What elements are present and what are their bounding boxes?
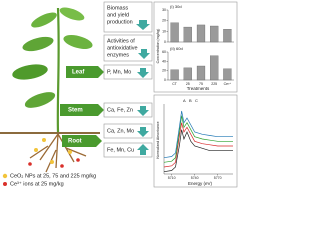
shape (136, 20, 150, 30)
x-tick-label: 5740 (191, 176, 199, 180)
shape (28, 162, 32, 166)
panel-title: (I) 30d (170, 4, 182, 9)
shape (42, 138, 46, 142)
y-tick-label: 20 (162, 19, 166, 23)
annotation: B (189, 98, 192, 103)
organ-label: Leaf (72, 70, 85, 76)
shape (66, 66, 104, 78)
element-text: Fe, Mn, Cu (107, 147, 134, 153)
x-tick-label: 25 (186, 82, 190, 86)
page: Biomass and yield production Activities … (0, 0, 239, 189)
shape (137, 68, 149, 78)
element-text: Ca, Zn, Mo (107, 128, 134, 134)
effect-text: enzymes (107, 52, 129, 58)
x-tick-label: 225 (211, 82, 217, 86)
spectrum-line (163, 129, 233, 173)
legend-text: Ce³⁺ ions at 25 mg/kg (10, 180, 64, 187)
y-tick-label: 60 (162, 50, 166, 54)
bar (183, 67, 192, 81)
effect-text: Activities of (107, 38, 135, 44)
shape (3, 182, 7, 186)
shape (137, 127, 149, 137)
graphic: Biomass and yield production Activities … (0, 1, 238, 187)
effect-text: Biomass (107, 5, 128, 11)
shape (22, 36, 54, 52)
shape (63, 35, 93, 49)
x-tick-label: CT (172, 82, 178, 86)
plant (0, 7, 100, 173)
annotation: A (183, 98, 186, 103)
shape (34, 148, 38, 152)
bar (170, 22, 179, 43)
bar (210, 55, 219, 81)
shape (137, 106, 149, 116)
bar (183, 26, 192, 43)
panel-title: (II) 60d (170, 46, 183, 51)
shape (60, 104, 104, 116)
y-tick-label: 30 (162, 8, 166, 12)
legend-text: CeO₂ NPs at 25, 75 and 225 mg/kg (10, 173, 96, 179)
shape (28, 158, 80, 168)
shape (50, 160, 54, 164)
shape (68, 150, 72, 154)
x-tick-label: 75 (199, 82, 203, 86)
y-tick-label: 40 (162, 59, 166, 63)
element-text: P, Mn, Mo (107, 69, 131, 75)
bar (223, 29, 232, 43)
x-tick-label: 5710 (168, 176, 176, 180)
y-tick-label: 0 (164, 40, 166, 44)
effect-text: production (107, 19, 133, 25)
shape (29, 133, 87, 173)
y-axis-label: Normalized Absorbance (156, 121, 160, 158)
shape (62, 135, 102, 147)
element-text: Ca, Fe, Zn (107, 107, 133, 113)
shape (12, 64, 48, 80)
effect-text: antioxidative (107, 45, 138, 51)
organ-label: Stem (68, 108, 83, 114)
shape (2, 173, 8, 179)
bar (196, 24, 206, 43)
shape (138, 49, 150, 59)
shape (60, 164, 64, 168)
x-axis-label: Energy (eV) (188, 181, 213, 186)
bar (210, 25, 219, 43)
x-axis-label: Treatments (187, 86, 210, 91)
spectrum-line (163, 115, 233, 163)
y-axis-label: Concentration (mg/kg) (156, 29, 160, 64)
x-tick-label: Ce³⁺ (224, 82, 232, 86)
organ-label: Root (68, 139, 82, 145)
spectrum-line (163, 122, 233, 168)
effect-text: and yield (107, 12, 129, 18)
shape (31, 12, 57, 28)
shape (137, 144, 149, 155)
annotation: C (195, 98, 198, 103)
y-tick-label: 20 (162, 69, 166, 73)
y-tick-label: 0 (164, 78, 166, 82)
shape (0, 132, 100, 134)
bar (196, 65, 206, 81)
shape (76, 158, 80, 162)
shape (56, 7, 60, 133)
spectrum-line (163, 110, 233, 159)
y-tick-label: 10 (162, 29, 166, 33)
shape (24, 92, 56, 108)
shape (59, 7, 85, 21)
x-tick-label: 5770 (214, 176, 222, 180)
bar (223, 68, 232, 81)
bar (170, 69, 179, 81)
